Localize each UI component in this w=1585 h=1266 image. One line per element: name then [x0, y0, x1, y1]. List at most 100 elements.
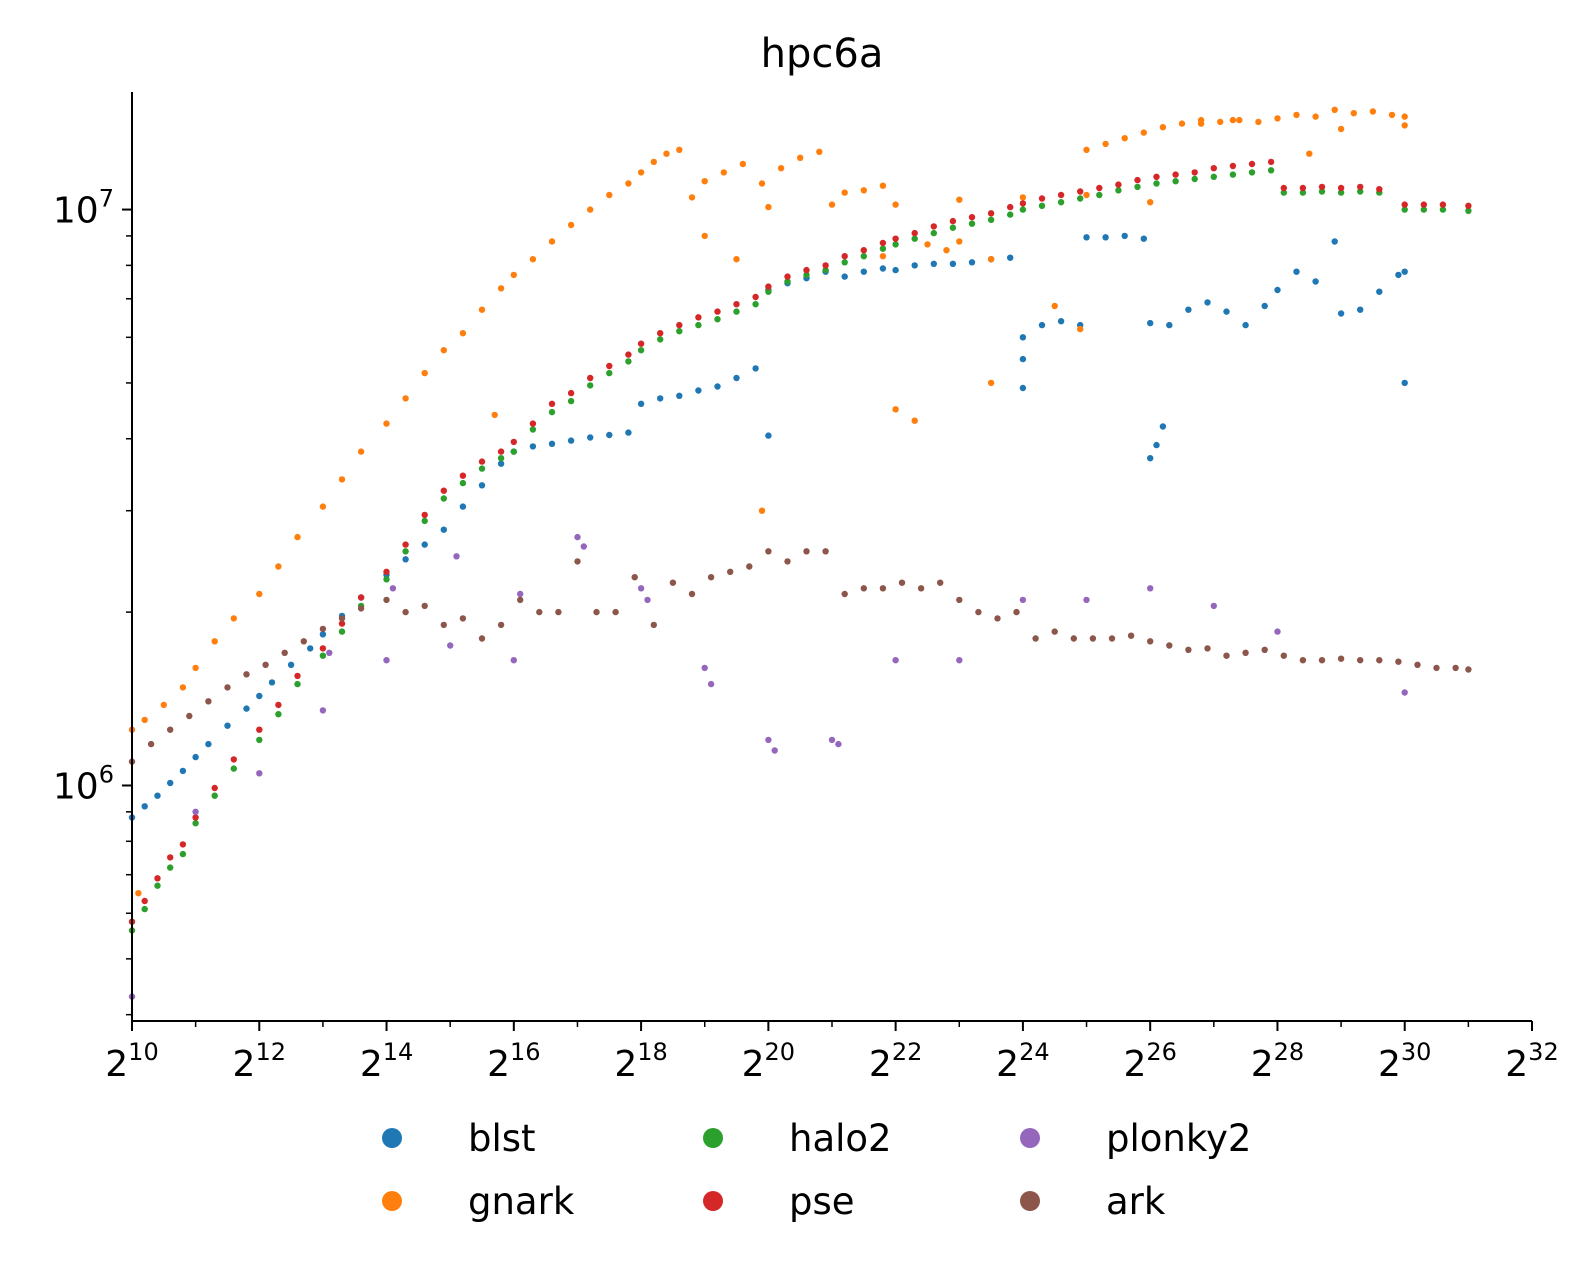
point-gnark: [765, 203, 772, 211]
point-gnark: [1229, 116, 1237, 124]
point-blst: [1293, 268, 1300, 275]
point-halo2: [1153, 180, 1160, 187]
point-gnark: [1083, 146, 1090, 153]
point-pse: [1299, 184, 1307, 192]
y-tick-exponent: 7: [99, 185, 114, 213]
point-gnark: [777, 165, 785, 172]
point-plonky2: [828, 736, 836, 744]
x-tick-label: 230: [1378, 1038, 1431, 1085]
point-blst: [205, 740, 212, 748]
point-halo2: [275, 711, 282, 718]
point-gnark: [625, 180, 632, 187]
point-pse: [1401, 201, 1408, 208]
point-gnark: [1306, 150, 1313, 157]
point-ark: [784, 558, 791, 565]
legend-marker: [1020, 1128, 1040, 1148]
point-ark: [300, 638, 307, 645]
point-gnark: [911, 417, 918, 424]
point-gnark: [1236, 116, 1243, 124]
y-tick-base: 10: [53, 766, 99, 807]
point-pse: [911, 229, 918, 237]
point-pse: [714, 308, 721, 315]
point-ark: [994, 615, 1001, 622]
point-pse: [1318, 183, 1326, 191]
point-blst: [968, 259, 976, 266]
point-halo2: [1465, 207, 1472, 214]
point-gnark: [1255, 118, 1262, 126]
point-ark: [707, 574, 715, 581]
point-pse: [803, 266, 810, 274]
point-blst: [1007, 254, 1014, 261]
point-ark: [440, 621, 447, 629]
point-halo2: [892, 241, 899, 248]
point-gnark: [1369, 108, 1377, 115]
point-gnark: [497, 285, 505, 292]
point-blst: [1102, 234, 1109, 241]
point-blst: [1140, 235, 1148, 242]
point-blst: [1166, 321, 1173, 329]
point-gnark: [1051, 302, 1058, 310]
point-blst: [548, 440, 556, 447]
point-halo2: [860, 253, 867, 260]
point-gnark: [987, 379, 995, 387]
point-gnark: [1121, 135, 1128, 142]
point-halo2: [784, 278, 791, 285]
point-ark: [1108, 635, 1116, 642]
x-tick-exponent: 30: [1401, 1038, 1432, 1066]
point-pse: [1007, 203, 1014, 211]
point-ark: [224, 684, 231, 691]
point-ark: [631, 574, 638, 581]
point-ark: [1242, 649, 1249, 656]
point-halo2: [714, 316, 721, 323]
point-pse: [383, 568, 390, 575]
point-ark: [536, 608, 543, 616]
point-halo2: [1038, 202, 1046, 209]
series-gnark: [128, 106, 1408, 897]
point-gnark: [688, 194, 696, 201]
point-ark: [975, 608, 982, 616]
point-ark: [338, 615, 346, 622]
point-gnark: [1019, 194, 1027, 201]
point-pse: [657, 330, 664, 337]
point-blst: [243, 705, 250, 712]
point-gnark: [141, 716, 148, 724]
point-pse: [1191, 169, 1198, 176]
x-tick-exponent: 22: [892, 1038, 923, 1066]
legend-item-blst: blst: [382, 1117, 536, 1160]
point-pse: [695, 314, 702, 321]
point-ark: [1070, 635, 1078, 642]
legend-marker: [703, 1191, 723, 1211]
point-halo2: [949, 224, 957, 231]
point-blst: [307, 645, 314, 652]
point-pse: [1153, 173, 1160, 180]
point-ark: [1013, 608, 1020, 616]
point-plonky2: [319, 707, 327, 714]
x-tick-base: 2: [360, 1044, 383, 1085]
point-gnark: [294, 533, 301, 541]
x-tick-label: 224: [996, 1038, 1049, 1085]
point-halo2: [256, 736, 263, 744]
legend-item-pse: pse: [703, 1180, 855, 1223]
point-halo2: [192, 820, 199, 827]
point-pse: [141, 897, 148, 905]
point-ark: [1299, 657, 1307, 664]
point-ark: [1465, 666, 1472, 673]
point-gnark: [319, 503, 327, 510]
point-ark: [822, 548, 829, 555]
point-pse: [338, 620, 346, 627]
point-gnark: [676, 146, 683, 153]
point-plonky2: [1019, 596, 1027, 604]
point-blst: [930, 260, 937, 267]
point-halo2: [1019, 206, 1027, 213]
point-blst: [319, 631, 327, 638]
point-pse: [154, 875, 161, 882]
point-pse: [1280, 184, 1288, 192]
point-halo2: [765, 288, 772, 295]
point-pse: [179, 841, 187, 848]
point-blst: [497, 460, 505, 467]
point-blst: [179, 767, 187, 775]
point-ark: [402, 608, 409, 616]
data-points: [128, 106, 1472, 1000]
point-blst: [1376, 288, 1383, 295]
